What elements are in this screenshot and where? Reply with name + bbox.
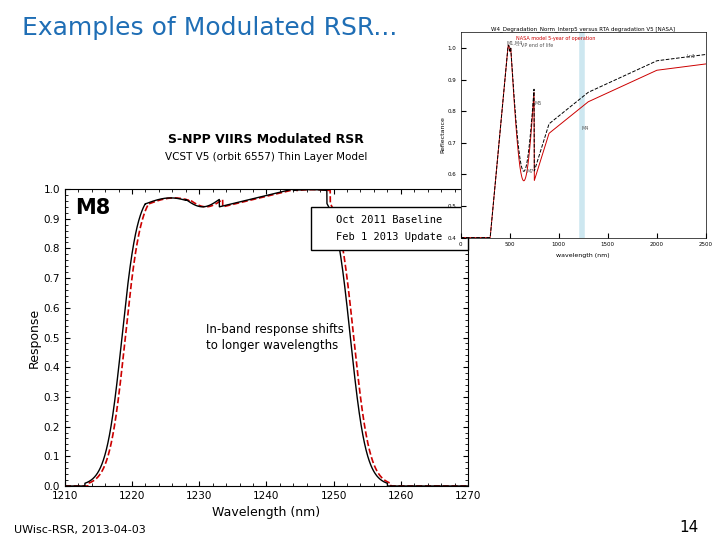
Text: Ln1: Ln1	[686, 53, 695, 59]
Text: Oct 2011 Baseline: Oct 2011 Baseline	[336, 215, 443, 225]
Text: M7: M7	[526, 169, 534, 174]
Text: 14: 14	[679, 519, 698, 535]
Text: Feb 1 2013 Update: Feb 1 2013 Update	[336, 232, 443, 242]
Text: In-band response shifts
to longer wavelengths: In-band response shifts to longer wavele…	[206, 323, 343, 352]
Text: -- VP end of life: -- VP end of life	[516, 43, 553, 48]
Text: M5: M5	[534, 101, 541, 106]
Y-axis label: Response: Response	[27, 307, 40, 368]
Text: M1,M4: M1,M4	[507, 41, 523, 46]
Text: Examples of Modulated RSR...: Examples of Modulated RSR...	[22, 16, 397, 40]
Text: M8: M8	[75, 198, 110, 218]
X-axis label: Wavelength (nm): Wavelength (nm)	[212, 507, 320, 519]
FancyBboxPatch shape	[311, 207, 468, 250]
Text: VCST V5 (orbit 6557) Thin Layer Model: VCST V5 (orbit 6557) Thin Layer Model	[165, 152, 368, 162]
Y-axis label: Reflectance: Reflectance	[441, 117, 446, 153]
Text: M4: M4	[581, 126, 589, 131]
Title: W4_Degradation_Norm_Interp5 versus RTA degradation V5 [NASA]: W4_Degradation_Norm_Interp5 versus RTA d…	[491, 26, 675, 32]
X-axis label: wavelength (nm): wavelength (nm)	[557, 253, 610, 258]
Text: S-NPP VIIRS Modulated RSR: S-NPP VIIRS Modulated RSR	[168, 133, 364, 146]
Text: UWisc-RSR, 2013-04-03: UWisc-RSR, 2013-04-03	[14, 524, 146, 535]
Text: NASA model 5-year of operation: NASA model 5-year of operation	[516, 36, 595, 41]
